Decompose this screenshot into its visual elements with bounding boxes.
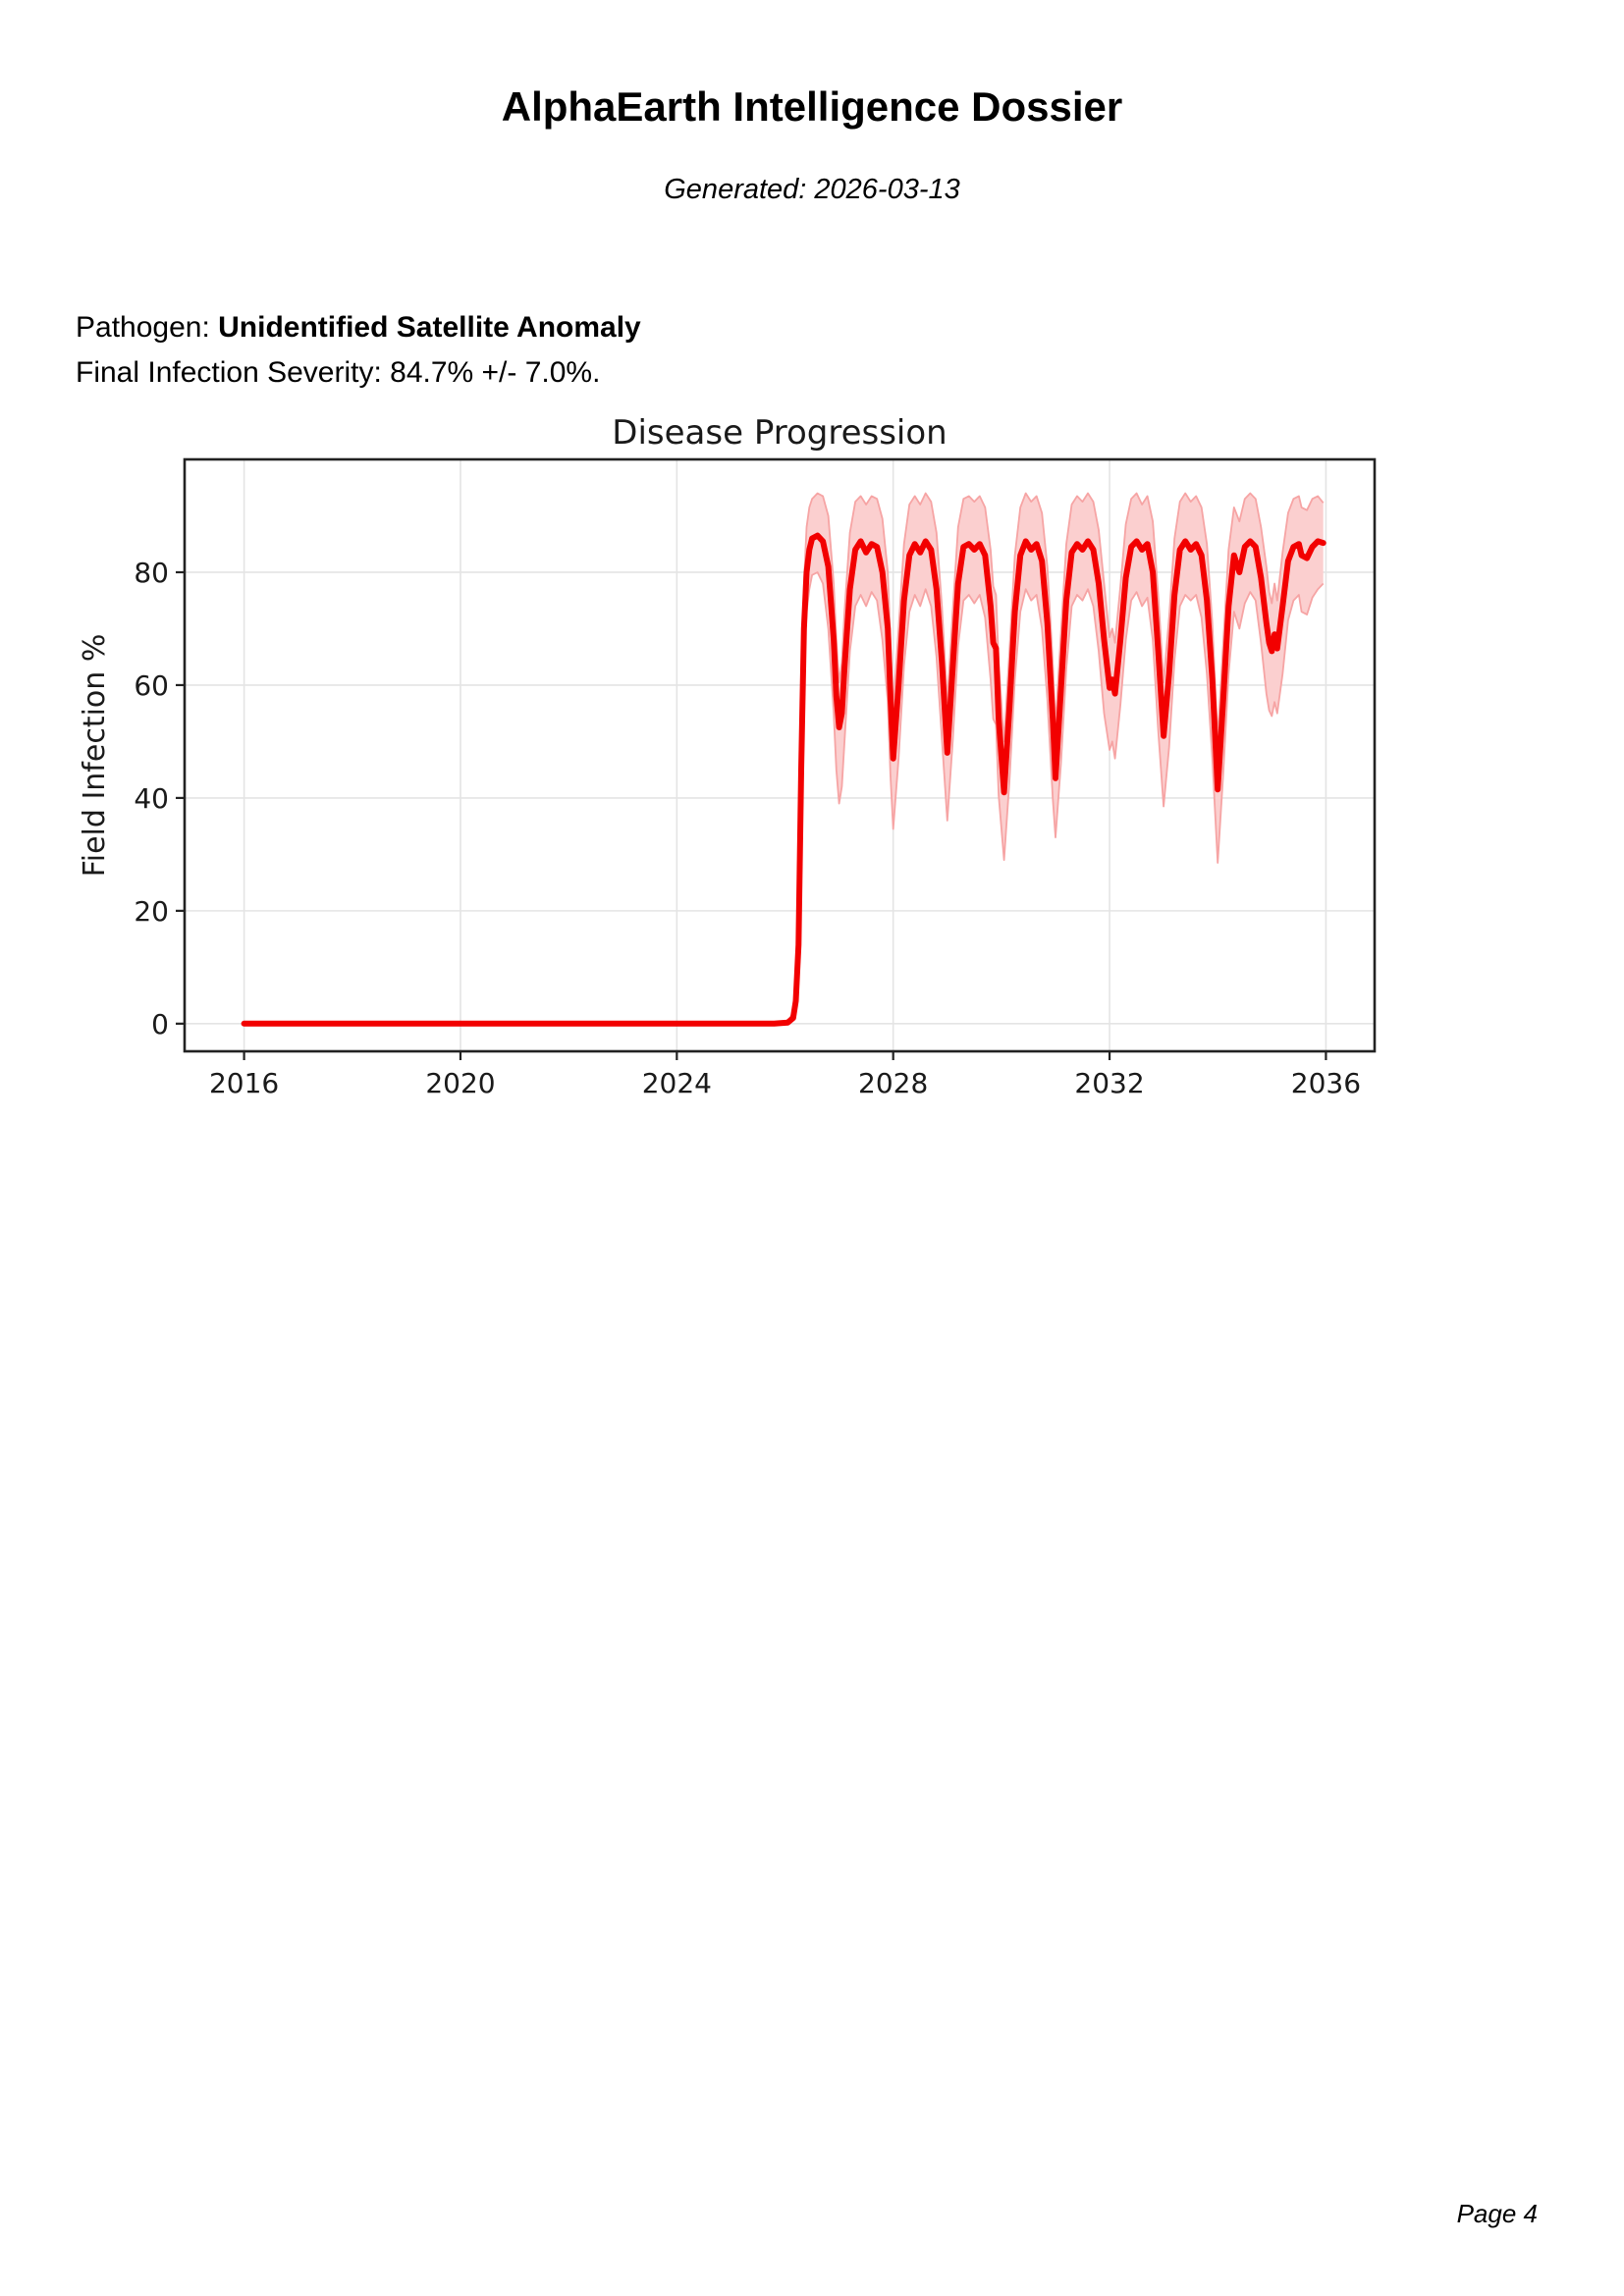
- band-upper-edge: [244, 492, 1325, 1025]
- pathogen-value: Unidentified Satellite Anomaly: [218, 311, 641, 344]
- disease-progression-chart: 2016 2020 2024 2028 2032 2036 0 20 40 60 80 Disease…: [78, 413, 1377, 1099]
- pathogen-line: Pathogen: Unidentified Satellite Anomaly: [76, 310, 641, 346]
- severity-line: Final Infection Severity: 84.7% +/- 7.0%…: [76, 356, 601, 389]
- x-tick-label: 2028: [858, 1067, 928, 1099]
- page-number: Page 4: [1456, 2199, 1538, 2228]
- chart-title: Disease Progression: [612, 413, 947, 453]
- band-lower-edge: [244, 571, 1325, 1025]
- y-tick-label: 60: [134, 669, 169, 702]
- generated-date: Generated: 2026-03-13: [664, 174, 960, 205]
- y-tick-label: 20: [134, 895, 169, 928]
- x-tick-label: 2020: [425, 1067, 495, 1099]
- axes-spines: [183, 457, 1377, 1053]
- y-tick-label: 0: [151, 1008, 169, 1041]
- x-tick-label: 2024: [642, 1067, 712, 1099]
- x-tick-label: 2016: [209, 1067, 279, 1099]
- y-tick-label: 40: [134, 782, 169, 815]
- page-title: AlphaEarth Intelligence Dossier: [501, 83, 1123, 130]
- x-tick-label: 2032: [1074, 1067, 1144, 1099]
- y-axis-label: Field Infection %: [78, 634, 112, 878]
- mean-infection-line: [241, 532, 1326, 1027]
- pathogen-label: Pathogen:: [76, 311, 219, 344]
- x-tick-label: 2036: [1291, 1067, 1361, 1099]
- y-tick-label: 80: [134, 557, 169, 589]
